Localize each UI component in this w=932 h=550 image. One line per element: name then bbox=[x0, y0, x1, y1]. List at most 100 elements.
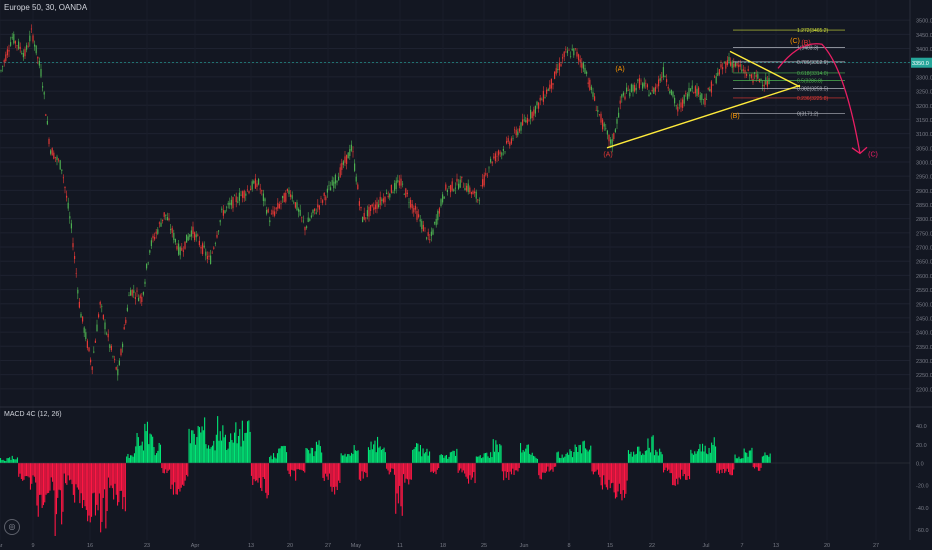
macd-bar bbox=[572, 457, 574, 463]
candle-body bbox=[384, 196, 386, 203]
macd-bar bbox=[726, 463, 728, 469]
time-tick-label: 13 bbox=[773, 543, 779, 549]
macd-bar bbox=[517, 463, 519, 472]
macd-bar bbox=[679, 463, 681, 480]
macd-bar bbox=[377, 436, 379, 463]
macd-tick-label: 0.0 bbox=[916, 462, 924, 468]
macd-bar bbox=[169, 463, 171, 470]
macd-bar bbox=[54, 463, 56, 536]
price-tick-label: 2400.0 bbox=[916, 331, 932, 337]
candle-body bbox=[0, 70, 2, 72]
candle-body bbox=[642, 83, 644, 89]
candle-body bbox=[51, 148, 53, 156]
macd-bar bbox=[475, 456, 477, 463]
candle-body bbox=[203, 245, 205, 248]
macd-tick-label: 40.0 bbox=[916, 424, 927, 430]
candle-body bbox=[320, 198, 322, 199]
candle-body bbox=[395, 180, 397, 189]
macd-bar bbox=[413, 448, 415, 463]
candle-body bbox=[698, 87, 700, 95]
macd-bar bbox=[119, 463, 121, 491]
fib-level-label: 0.5(3286.8) bbox=[797, 79, 823, 85]
macd-bar bbox=[474, 463, 476, 484]
candle-body bbox=[325, 196, 327, 201]
candle-body bbox=[317, 204, 319, 208]
candle-body bbox=[725, 61, 727, 69]
candle-body bbox=[139, 295, 141, 299]
candle-body bbox=[763, 84, 765, 87]
candle-body bbox=[269, 220, 271, 223]
candle-body bbox=[355, 176, 357, 182]
candle-body bbox=[526, 118, 528, 124]
candle-body bbox=[414, 205, 416, 210]
macd-bar bbox=[263, 463, 265, 479]
macd-bar bbox=[344, 453, 346, 463]
macd-bar bbox=[317, 444, 319, 463]
macd-bar bbox=[63, 463, 65, 474]
macd-bar bbox=[391, 463, 393, 469]
macd-bar bbox=[257, 463, 259, 483]
macd-bar bbox=[605, 463, 607, 488]
macd-bar bbox=[590, 445, 592, 463]
macd-bar bbox=[426, 448, 428, 463]
time-tick-label: 20 bbox=[287, 543, 293, 549]
macd-bar bbox=[686, 463, 688, 480]
macd-bar bbox=[560, 458, 562, 463]
macd-bar bbox=[579, 444, 581, 463]
macd-bar bbox=[651, 436, 653, 463]
macd-bar bbox=[215, 434, 217, 463]
candle-body bbox=[651, 90, 653, 92]
candle-body bbox=[106, 333, 108, 335]
candle-body bbox=[74, 256, 76, 259]
macd-bar bbox=[92, 463, 94, 494]
macd-bar bbox=[505, 463, 507, 478]
candle-body bbox=[256, 183, 258, 187]
macd-bar bbox=[496, 444, 498, 463]
candle-body bbox=[733, 63, 735, 68]
macd-bar bbox=[347, 454, 349, 463]
macd-bar bbox=[293, 463, 295, 471]
wave-label: (A) bbox=[615, 66, 624, 73]
macd-bar bbox=[165, 463, 167, 470]
candle-body bbox=[230, 199, 232, 206]
macd-bar bbox=[150, 434, 152, 463]
candle-body bbox=[478, 199, 480, 201]
macd-bar bbox=[267, 463, 269, 496]
macd-bar bbox=[241, 420, 243, 463]
candle-body bbox=[214, 243, 216, 244]
tradingview-logo-icon[interactable]: ◎ bbox=[4, 519, 20, 535]
candle-body bbox=[138, 297, 140, 302]
projection-path bbox=[777, 43, 861, 154]
candle-body bbox=[13, 34, 15, 44]
macd-bar bbox=[66, 463, 68, 485]
candle-body bbox=[467, 183, 469, 192]
fib-level-label: 0.382(3259.5) bbox=[797, 86, 828, 92]
candle-body bbox=[440, 199, 442, 206]
candle-body bbox=[760, 79, 762, 81]
macd-bar bbox=[45, 463, 47, 495]
macd-bar bbox=[696, 451, 698, 463]
candle-body bbox=[117, 369, 119, 376]
macd-bar bbox=[419, 444, 421, 463]
macd-bar bbox=[630, 451, 632, 463]
macd-bar bbox=[159, 444, 161, 463]
macd-bar bbox=[75, 463, 77, 485]
candle-body bbox=[675, 105, 677, 107]
candle-body bbox=[267, 209, 269, 213]
macd-bar bbox=[338, 463, 340, 481]
macd-bar bbox=[378, 447, 380, 463]
macd-bar bbox=[275, 458, 277, 463]
candle-body bbox=[374, 204, 376, 209]
macd-bar bbox=[748, 450, 750, 463]
macd-bar bbox=[358, 463, 360, 480]
macd-bar bbox=[101, 463, 103, 522]
macd-bar bbox=[48, 463, 50, 493]
candle-body bbox=[131, 289, 133, 296]
macd-bar bbox=[141, 441, 143, 463]
time-tick-label: 27 bbox=[325, 543, 331, 549]
macd-bar bbox=[702, 443, 704, 463]
candle-body bbox=[619, 100, 621, 104]
candle-body bbox=[370, 205, 372, 211]
candle-body bbox=[539, 97, 541, 101]
